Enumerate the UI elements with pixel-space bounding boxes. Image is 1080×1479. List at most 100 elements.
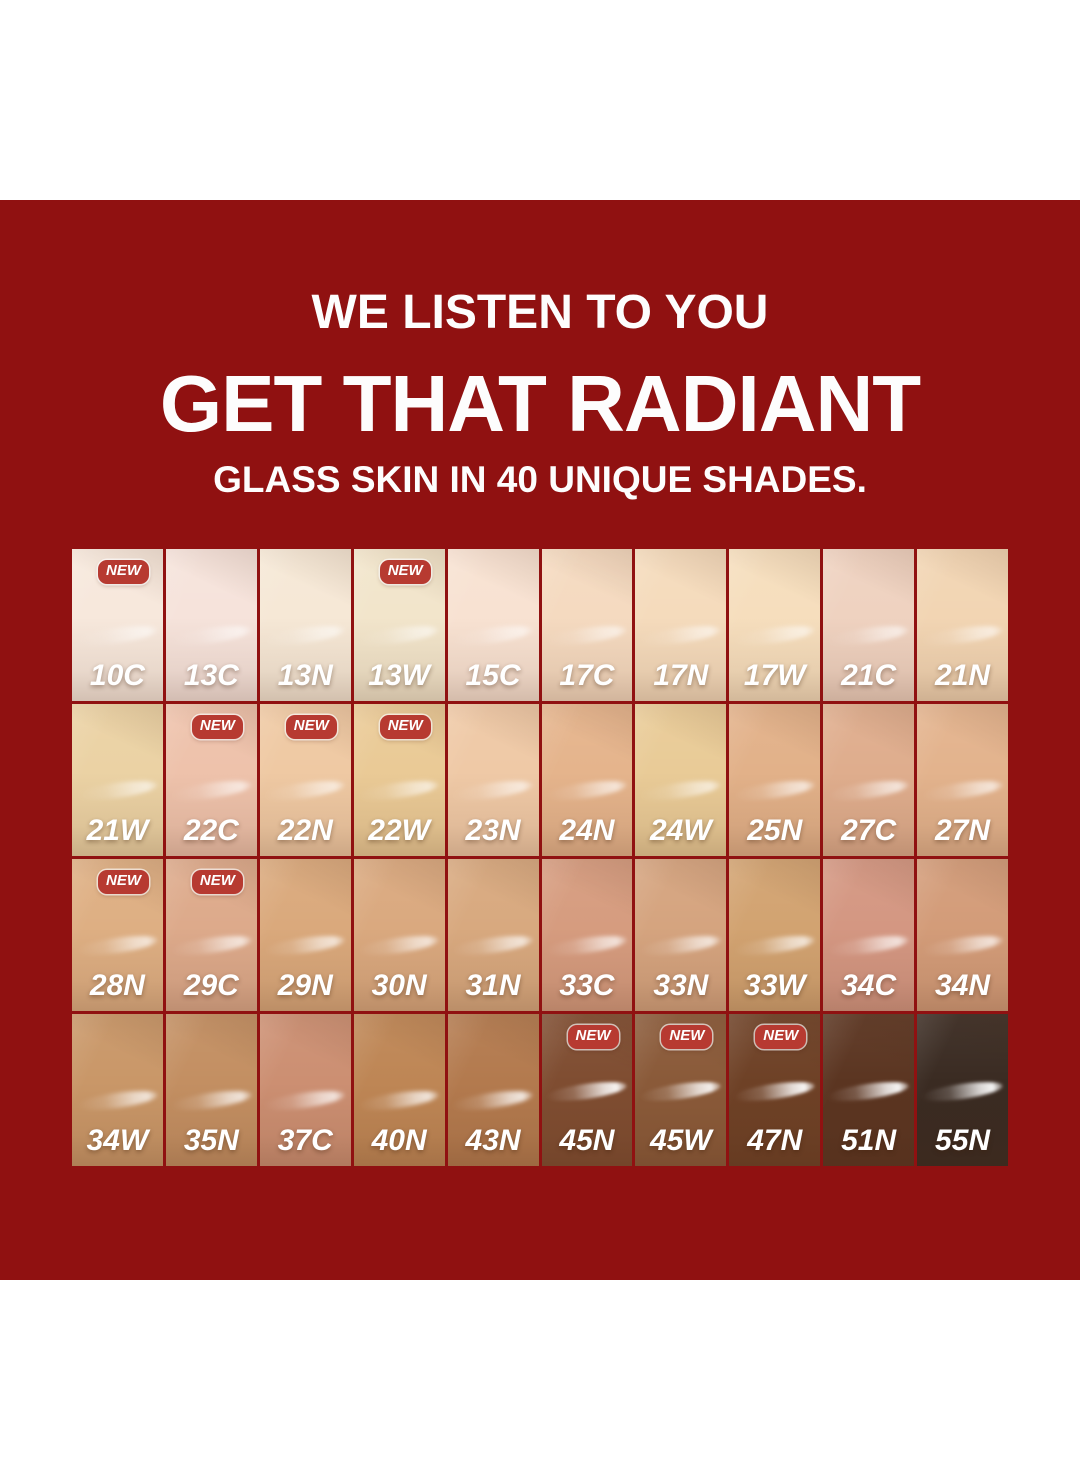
shade-label: 27C — [841, 814, 897, 847]
shade-label: 13W — [368, 659, 430, 692]
shade-label: 47N — [747, 1124, 803, 1157]
shade-swatch-33C: 33C — [541, 859, 633, 1011]
gloss-highlight — [544, 622, 628, 649]
new-badge: NEW — [285, 715, 337, 739]
shade-swatch-24W: 24W — [635, 704, 727, 856]
shade-swatch-21C: 21C — [823, 549, 915, 701]
new-badge: NEW — [755, 1025, 807, 1049]
gloss-highlight — [74, 622, 159, 649]
new-badge: NEW — [379, 560, 431, 584]
shade-label: 10C — [89, 659, 145, 692]
new-badge: NEW — [191, 715, 243, 739]
shade-swatch-30N: 30N — [353, 859, 445, 1011]
gloss-highlight — [544, 932, 628, 959]
shade-swatch-21W: 21W — [72, 704, 163, 856]
shade-swatch-55N: 55N — [917, 1014, 1008, 1166]
gloss-highlight — [74, 1087, 159, 1114]
gloss-highlight — [920, 1078, 1004, 1105]
shade-label: 29N — [277, 969, 333, 1002]
shade-label: 23N — [465, 814, 521, 847]
shade-label: 22C — [183, 814, 239, 847]
gloss-highlight — [262, 932, 346, 959]
gloss-highlight — [262, 622, 346, 649]
gloss-highlight — [168, 777, 252, 804]
gloss-highlight — [638, 622, 722, 649]
gloss-highlight — [450, 1087, 534, 1114]
shade-label: 34W — [86, 1124, 149, 1157]
shade-label: 31N — [465, 969, 521, 1002]
gloss-highlight — [450, 932, 534, 959]
gloss-highlight — [356, 1087, 440, 1114]
new-badge: NEW — [98, 870, 149, 894]
gloss-highlight — [74, 777, 159, 804]
shade-swatch-23N: 23N — [447, 704, 539, 856]
gloss-highlight — [262, 1087, 346, 1114]
shade-swatch-13C: 13C — [165, 549, 257, 701]
shade-swatch-22W: NEW 22W — [353, 704, 445, 856]
gloss-highlight — [732, 932, 816, 959]
gloss-highlight — [544, 1078, 628, 1105]
gloss-highlight — [732, 1078, 816, 1105]
shade-swatch-10C: NEW 10C — [72, 549, 163, 701]
gloss-highlight — [544, 777, 628, 804]
shade-label: 29C — [183, 969, 239, 1002]
shade-swatch-27C: 27C — [823, 704, 915, 856]
shade-swatch-33N: 33N — [635, 859, 727, 1011]
headline: WE LISTEN TO YOU GET THAT RADIANT GLASS … — [0, 200, 1080, 499]
gloss-highlight — [638, 932, 722, 959]
shade-swatch-40N: 40N — [353, 1014, 445, 1166]
shade-swatch-34W: 34W — [72, 1014, 163, 1166]
shade-swatch-25N: 25N — [729, 704, 821, 856]
gloss-highlight — [826, 777, 910, 804]
shade-swatch-29C: NEW 29C — [165, 859, 257, 1011]
shade-label: 17N — [653, 659, 709, 692]
shade-label: 13N — [277, 659, 333, 692]
gloss-highlight — [262, 777, 346, 804]
gloss-highlight — [168, 622, 252, 649]
gloss-highlight — [920, 777, 1004, 804]
shade-label: 45N — [559, 1124, 615, 1157]
shade-swatch-17W: 17W — [729, 549, 821, 701]
shade-label: 33C — [559, 969, 615, 1002]
gloss-highlight — [920, 932, 1004, 959]
shade-swatch-37C: 37C — [259, 1014, 351, 1166]
shade-label: 15C — [465, 659, 521, 692]
gloss-highlight — [638, 777, 722, 804]
gloss-highlight — [638, 1078, 722, 1105]
shade-label: 34C — [841, 969, 897, 1002]
shade-label: 33W — [743, 969, 806, 1002]
new-badge: NEW — [567, 1025, 619, 1049]
shade-label: 28N — [89, 969, 145, 1002]
new-badge: NEW — [98, 560, 149, 584]
shade-label: 51N — [841, 1124, 897, 1157]
gloss-highlight — [168, 932, 252, 959]
gloss-highlight — [826, 1078, 910, 1105]
shade-swatch-22N: NEW 22N — [259, 704, 351, 856]
headline-line-2: GET THAT RADIANT — [159, 359, 921, 448]
gloss-highlight — [450, 622, 534, 649]
shade-swatch-29N: 29N — [259, 859, 351, 1011]
gloss-highlight — [168, 1087, 252, 1114]
shade-label: 34N — [935, 969, 991, 1002]
gloss-highlight — [732, 777, 816, 804]
gloss-highlight — [356, 932, 440, 959]
new-badge: NEW — [191, 870, 243, 894]
gloss-highlight — [826, 932, 910, 959]
shade-label: 21W — [86, 814, 149, 847]
gloss-highlight — [450, 777, 534, 804]
shade-label: 22N — [277, 814, 333, 847]
shade-label: 30N — [371, 969, 427, 1002]
gloss-highlight — [356, 777, 440, 804]
shade-swatch-27N: 27N — [917, 704, 1008, 856]
shade-swatch-28N: NEW 28N — [72, 859, 163, 1011]
shade-swatch-17C: 17C — [541, 549, 633, 701]
shade-swatch-43N: 43N — [447, 1014, 539, 1166]
new-badge: NEW — [379, 715, 431, 739]
shade-swatch-31N: 31N — [447, 859, 539, 1011]
shade-swatch-13W: NEW 13W — [353, 549, 445, 701]
shade-label: 22W — [368, 814, 430, 847]
shade-swatch-47N: NEW 47N — [729, 1014, 821, 1166]
shade-swatch-15C: 15C — [447, 549, 539, 701]
shade-swatch-35N: 35N — [165, 1014, 257, 1166]
